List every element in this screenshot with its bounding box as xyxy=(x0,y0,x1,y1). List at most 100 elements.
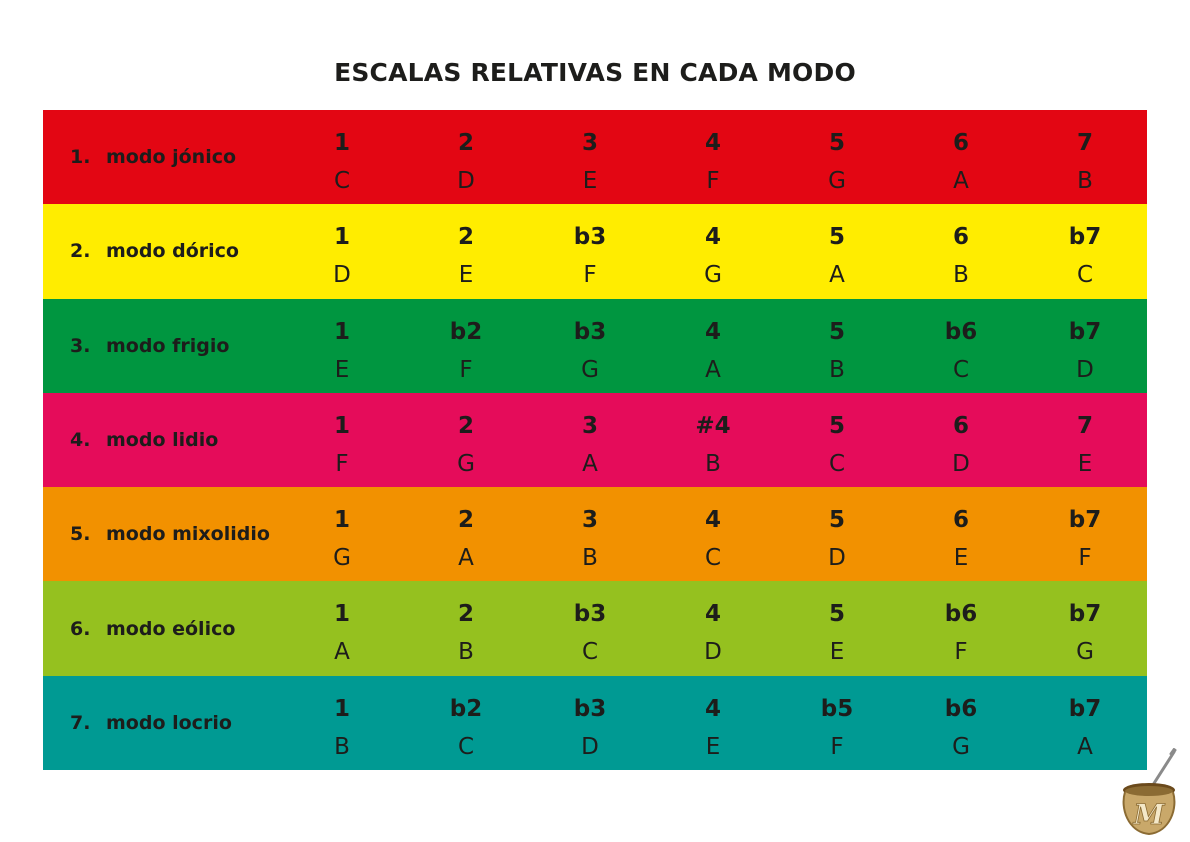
mode-name: modo locrio xyxy=(106,711,232,734)
scale-degree: 1 xyxy=(333,601,350,628)
mode-number: 1. xyxy=(70,146,91,169)
mode-label: 7. modo locrio xyxy=(70,676,232,770)
note-name: B xyxy=(334,733,350,760)
mode-number: 6. xyxy=(70,617,91,640)
degree-cell: b2 C xyxy=(426,690,506,766)
mode-label: 6. modo eólico xyxy=(70,581,235,675)
note-name: D xyxy=(704,639,722,666)
page-title: ESCALAS RELATIVAS EN CADA MODO xyxy=(334,58,856,87)
mode-row: 1. modo jónico 1 C 2 D 3 E 4 F 5 G 6 A 7 B xyxy=(43,110,1147,205)
note-name: C xyxy=(581,639,599,666)
scale-degree: 4 xyxy=(704,130,721,156)
note-name: G xyxy=(457,450,475,477)
mode-number: 5. xyxy=(70,523,91,546)
scale-degree: 5 xyxy=(828,507,845,534)
scale-degree: 3 xyxy=(581,412,598,439)
scale-degree: 2 xyxy=(457,601,474,628)
note-name: F xyxy=(583,262,597,289)
scale-degree: 6 xyxy=(952,507,969,534)
note-name: D xyxy=(581,733,599,760)
note-name: D xyxy=(828,545,846,572)
scale-degree: b2 xyxy=(449,318,483,345)
note-name: G xyxy=(581,356,599,383)
note-name: A xyxy=(705,356,721,383)
logo-letter: M xyxy=(1133,798,1166,831)
degree-cell: b6 F xyxy=(921,595,1001,671)
note-name: F xyxy=(830,733,844,760)
scale-degree: 6 xyxy=(952,130,969,156)
note-name: G xyxy=(333,545,351,572)
note-name: F xyxy=(1078,545,1092,572)
scale-degree: b7 xyxy=(1068,318,1102,345)
scale-degree: b7 xyxy=(1068,507,1102,534)
scale-degree: b3 xyxy=(573,695,607,722)
mode-label: 2. modo dórico xyxy=(70,204,239,298)
scale-degree: 1 xyxy=(333,507,350,534)
scale-degree: 5 xyxy=(828,130,845,156)
note-name: F xyxy=(954,639,968,666)
scale-degree: 1 xyxy=(333,224,350,251)
note-name: B xyxy=(458,639,474,666)
degree-cell: b7 C xyxy=(1045,218,1125,294)
note-name: F xyxy=(706,168,720,194)
degree-cell: b7 G xyxy=(1045,595,1125,671)
scale-degree: 3 xyxy=(581,507,598,534)
scale-degree: 7 xyxy=(1076,412,1093,439)
note-name: C xyxy=(457,733,475,760)
scale-degree: 1 xyxy=(333,130,350,156)
scale-degree: 6 xyxy=(952,224,969,251)
modes-table: 1. modo jónico 1 C 2 D 3 E 4 F 5 G 6 A 7 B 2. modo dórico… xyxy=(43,110,1147,771)
note-name: A xyxy=(458,545,474,572)
scale-degree: b5 xyxy=(820,695,854,722)
note-name: C xyxy=(333,168,351,194)
note-name: E xyxy=(1077,450,1093,477)
scale-degree: b2 xyxy=(449,695,483,722)
scale-degree: 4 xyxy=(704,601,721,628)
scale-degree: b6 xyxy=(944,601,978,628)
mate-gourd-icon: M xyxy=(1122,748,1177,836)
degree-cell: b3 D xyxy=(550,690,630,766)
scale-degree: b3 xyxy=(573,224,607,251)
degree-cell: b6 C xyxy=(921,313,1001,389)
degree-cell: b7 A xyxy=(1045,690,1125,766)
degree-cell: b3 C xyxy=(550,595,630,671)
note-name: B xyxy=(829,356,845,383)
degree-cell: b3 G xyxy=(550,313,630,389)
degree-cell: b5 F xyxy=(797,690,877,766)
note-name: A xyxy=(582,450,598,477)
scale-degree: 2 xyxy=(457,412,474,439)
mode-label: 4. modo lidio xyxy=(70,393,218,487)
note-name: E xyxy=(582,168,598,194)
note-name: E xyxy=(829,639,845,666)
scale-degree: b7 xyxy=(1068,695,1102,722)
scale-degree: 4 xyxy=(704,695,721,722)
note-name: C xyxy=(704,545,722,572)
note-name: F xyxy=(459,356,473,383)
scale-degree: #4 xyxy=(695,412,731,439)
scale-degree: b3 xyxy=(573,601,607,628)
note-name: G xyxy=(952,733,970,760)
mode-label: 5. modo mixolidio xyxy=(70,487,270,581)
scale-degree: 5 xyxy=(828,412,845,439)
